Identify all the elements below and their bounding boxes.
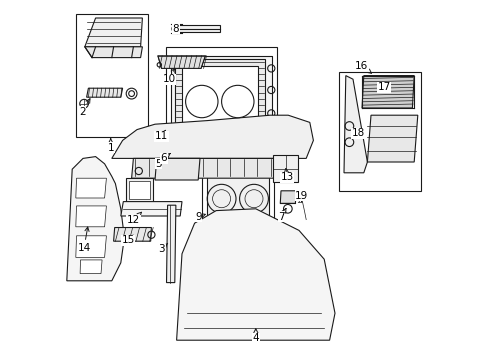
Text: 4: 4 — [252, 329, 259, 343]
Polygon shape — [121, 202, 182, 216]
Bar — [202, 166, 274, 232]
Polygon shape — [175, 59, 265, 144]
Polygon shape — [112, 115, 314, 158]
Polygon shape — [80, 260, 102, 274]
Polygon shape — [176, 144, 267, 151]
Bar — [166, 47, 277, 160]
Polygon shape — [67, 157, 124, 281]
Polygon shape — [171, 147, 269, 153]
Polygon shape — [368, 115, 418, 162]
Polygon shape — [215, 223, 231, 227]
Polygon shape — [76, 236, 106, 257]
Text: 15: 15 — [122, 235, 135, 246]
Polygon shape — [158, 56, 205, 68]
Text: 18: 18 — [352, 128, 365, 138]
Polygon shape — [126, 178, 153, 202]
Text: 5: 5 — [155, 159, 165, 169]
Text: 2: 2 — [79, 99, 90, 117]
Text: 1: 1 — [107, 139, 114, 153]
Text: 9: 9 — [195, 212, 205, 222]
Text: 10: 10 — [163, 68, 176, 84]
Text: 17: 17 — [377, 82, 391, 92]
Text: 11: 11 — [155, 130, 168, 141]
Text: 6: 6 — [161, 153, 170, 163]
Polygon shape — [207, 169, 270, 228]
Polygon shape — [114, 228, 151, 241]
Polygon shape — [129, 181, 150, 199]
Text: 19: 19 — [295, 191, 309, 202]
Text: 13: 13 — [280, 168, 294, 183]
Polygon shape — [85, 47, 143, 58]
Polygon shape — [87, 88, 122, 97]
Text: 8: 8 — [172, 24, 179, 34]
Polygon shape — [178, 25, 220, 32]
Circle shape — [221, 85, 254, 118]
Bar — [339, 72, 421, 191]
Polygon shape — [132, 158, 290, 178]
Polygon shape — [167, 205, 176, 283]
Circle shape — [186, 85, 218, 118]
Text: 14: 14 — [77, 227, 91, 253]
Polygon shape — [76, 178, 106, 198]
Text: 12: 12 — [127, 212, 142, 225]
Polygon shape — [85, 18, 143, 47]
Text: 16: 16 — [355, 60, 371, 73]
Polygon shape — [344, 76, 368, 173]
Polygon shape — [182, 66, 258, 138]
Polygon shape — [176, 209, 335, 340]
Polygon shape — [76, 206, 106, 227]
Polygon shape — [155, 158, 200, 180]
Bar — [76, 14, 148, 137]
Polygon shape — [171, 56, 272, 151]
Polygon shape — [280, 191, 296, 203]
Polygon shape — [273, 155, 298, 182]
Polygon shape — [362, 76, 414, 108]
Text: 7: 7 — [278, 208, 286, 222]
Text: 3: 3 — [159, 243, 168, 254]
